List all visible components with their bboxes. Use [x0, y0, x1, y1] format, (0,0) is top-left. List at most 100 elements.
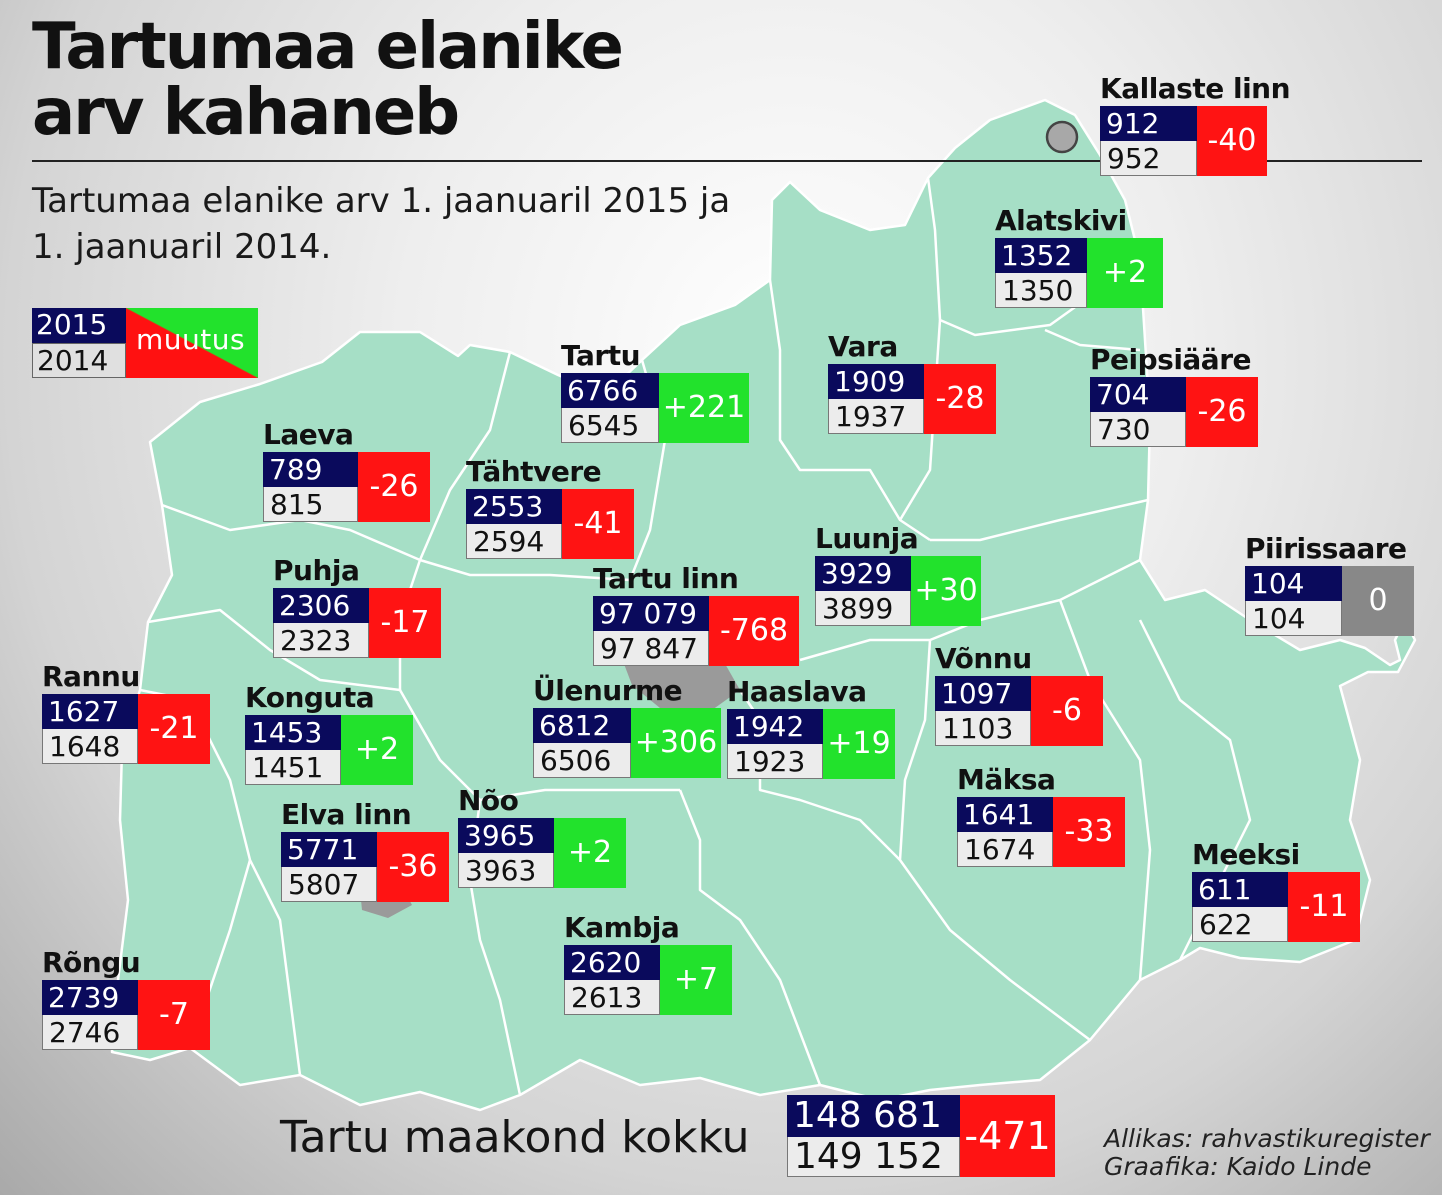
page-title: Tartumaa elanike arv kahaneb — [32, 10, 624, 150]
value-2014: 2594 — [466, 524, 562, 559]
value-2014: 1350 — [995, 273, 1087, 308]
value-2014: 622 — [1192, 907, 1288, 942]
region-name: Meeksi — [1192, 838, 1300, 871]
legend-2014: 2014 — [32, 343, 126, 378]
change-badge: -40 — [1197, 106, 1267, 176]
change-badge: +30 — [911, 556, 981, 626]
region-name: Tartu linn — [593, 562, 739, 595]
region-name: Luunja — [815, 522, 919, 555]
change-badge: -26 — [1186, 377, 1258, 447]
value-2014: 730 — [1090, 412, 1186, 447]
value-2014: 2746 — [42, 1015, 138, 1050]
change-badge: +306 — [631, 708, 721, 778]
total-value-2014: 149 152 — [787, 1137, 960, 1177]
graphics-credit: Graafika: Kaido Linde — [1104, 1152, 1372, 1181]
change-badge: -21 — [138, 694, 210, 764]
value-2014: 2613 — [564, 980, 660, 1015]
region-name: Võnnu — [935, 642, 1032, 675]
region-name: Alatskivi — [995, 204, 1127, 237]
change-badge: -768 — [709, 596, 799, 666]
legend-change-swatch — [126, 308, 258, 378]
change-badge: -33 — [1053, 797, 1125, 867]
value-2014: 2323 — [273, 623, 369, 658]
value-2015: 3965 — [458, 818, 554, 853]
total-value-2015: 148 681 — [787, 1095, 960, 1137]
value-2015: 704 — [1090, 377, 1186, 412]
change-badge: -6 — [1031, 676, 1103, 746]
change-badge: -41 — [562, 489, 634, 559]
change-badge: -26 — [358, 452, 430, 522]
title-divider — [32, 160, 1422, 162]
region-name: Haaslava — [727, 675, 867, 708]
value-2015: 789 — [263, 452, 358, 487]
legend-2015: 2015 — [32, 308, 126, 343]
value-2015: 97 079 — [593, 596, 709, 631]
subtitle: Tartumaa elanike arv 1. jaanuaril 2015 j… — [32, 181, 731, 267]
region-name: Kallaste linn — [1100, 72, 1291, 105]
value-2014: 1103 — [935, 711, 1031, 746]
legend: muutus 2015 2014 — [32, 308, 258, 378]
region-name: Mäksa — [957, 763, 1056, 796]
value-2015: 6766 — [561, 373, 659, 408]
value-2014: 815 — [263, 487, 358, 522]
change-badge: -36 — [377, 832, 449, 902]
value-2015: 2553 — [466, 489, 562, 524]
total-change: -471 — [960, 1095, 1055, 1177]
change-badge: -11 — [1288, 872, 1360, 942]
change-badge: -28 — [924, 364, 996, 434]
region-name: Tähtvere — [466, 455, 602, 488]
change-badge: +7 — [660, 945, 732, 1015]
value-2015: 1453 — [245, 715, 341, 750]
kallaste-city-marker — [1045, 120, 1079, 154]
value-2015: 1097 — [935, 676, 1031, 711]
value-2014: 952 — [1100, 141, 1197, 176]
value-2014: 1923 — [727, 744, 823, 779]
value-2014: 6545 — [561, 408, 659, 443]
region-name: Kambja — [564, 911, 680, 944]
value-2014: 3899 — [815, 591, 911, 626]
change-badge: +19 — [823, 709, 895, 779]
value-2014: 104 — [1245, 601, 1342, 636]
value-2015: 2306 — [273, 588, 369, 623]
region-name: Konguta — [245, 681, 375, 714]
value-2015: 104 — [1245, 566, 1342, 601]
change-badge: +2 — [1087, 238, 1163, 308]
source-credit: Allikas: rahvastikuregister — [1104, 1124, 1430, 1153]
region-name: Puhja — [273, 554, 360, 587]
region-name: Vara — [828, 330, 898, 363]
region-name: Nõo — [458, 784, 519, 817]
value-2015: 3929 — [815, 556, 911, 591]
region-name: Piirissaare — [1245, 532, 1407, 565]
region-name: Tartu — [561, 339, 641, 372]
region-name: Rõngu — [42, 946, 141, 979]
value-2014: 1937 — [828, 399, 924, 434]
region-name: Ülenurme — [533, 674, 683, 707]
change-badge: +221 — [659, 373, 749, 443]
change-badge: 0 — [1342, 566, 1414, 636]
value-2015: 6812 — [533, 708, 631, 743]
region-name: Elva linn — [281, 798, 412, 831]
value-2014: 1648 — [42, 729, 138, 764]
change-badge: +2 — [341, 715, 413, 785]
region-name: Peipsiääre — [1090, 343, 1252, 376]
total-label: Tartu maakond kokku — [280, 1112, 750, 1163]
value-2015: 1942 — [727, 709, 823, 744]
value-2014: 1674 — [957, 832, 1053, 867]
value-2015: 1352 — [995, 238, 1087, 273]
change-badge: -7 — [138, 980, 210, 1050]
region-name: Rannu — [42, 660, 140, 693]
total-values: 148 681 149 152 -471 — [787, 1095, 1055, 1177]
value-2015: 1909 — [828, 364, 924, 399]
value-2014: 1451 — [245, 750, 341, 785]
legend-change-label: muutus — [136, 323, 246, 356]
value-2014: 97 847 — [593, 631, 709, 666]
value-2015: 1627 — [42, 694, 138, 729]
value-2014: 5807 — [281, 867, 377, 902]
value-2015: 2620 — [564, 945, 660, 980]
region-name: Laeva — [263, 418, 354, 451]
value-2015: 2739 — [42, 980, 138, 1015]
change-badge: -17 — [369, 588, 441, 658]
value-2015: 1641 — [957, 797, 1053, 832]
value-2015: 611 — [1192, 872, 1288, 907]
value-2015: 5771 — [281, 832, 377, 867]
